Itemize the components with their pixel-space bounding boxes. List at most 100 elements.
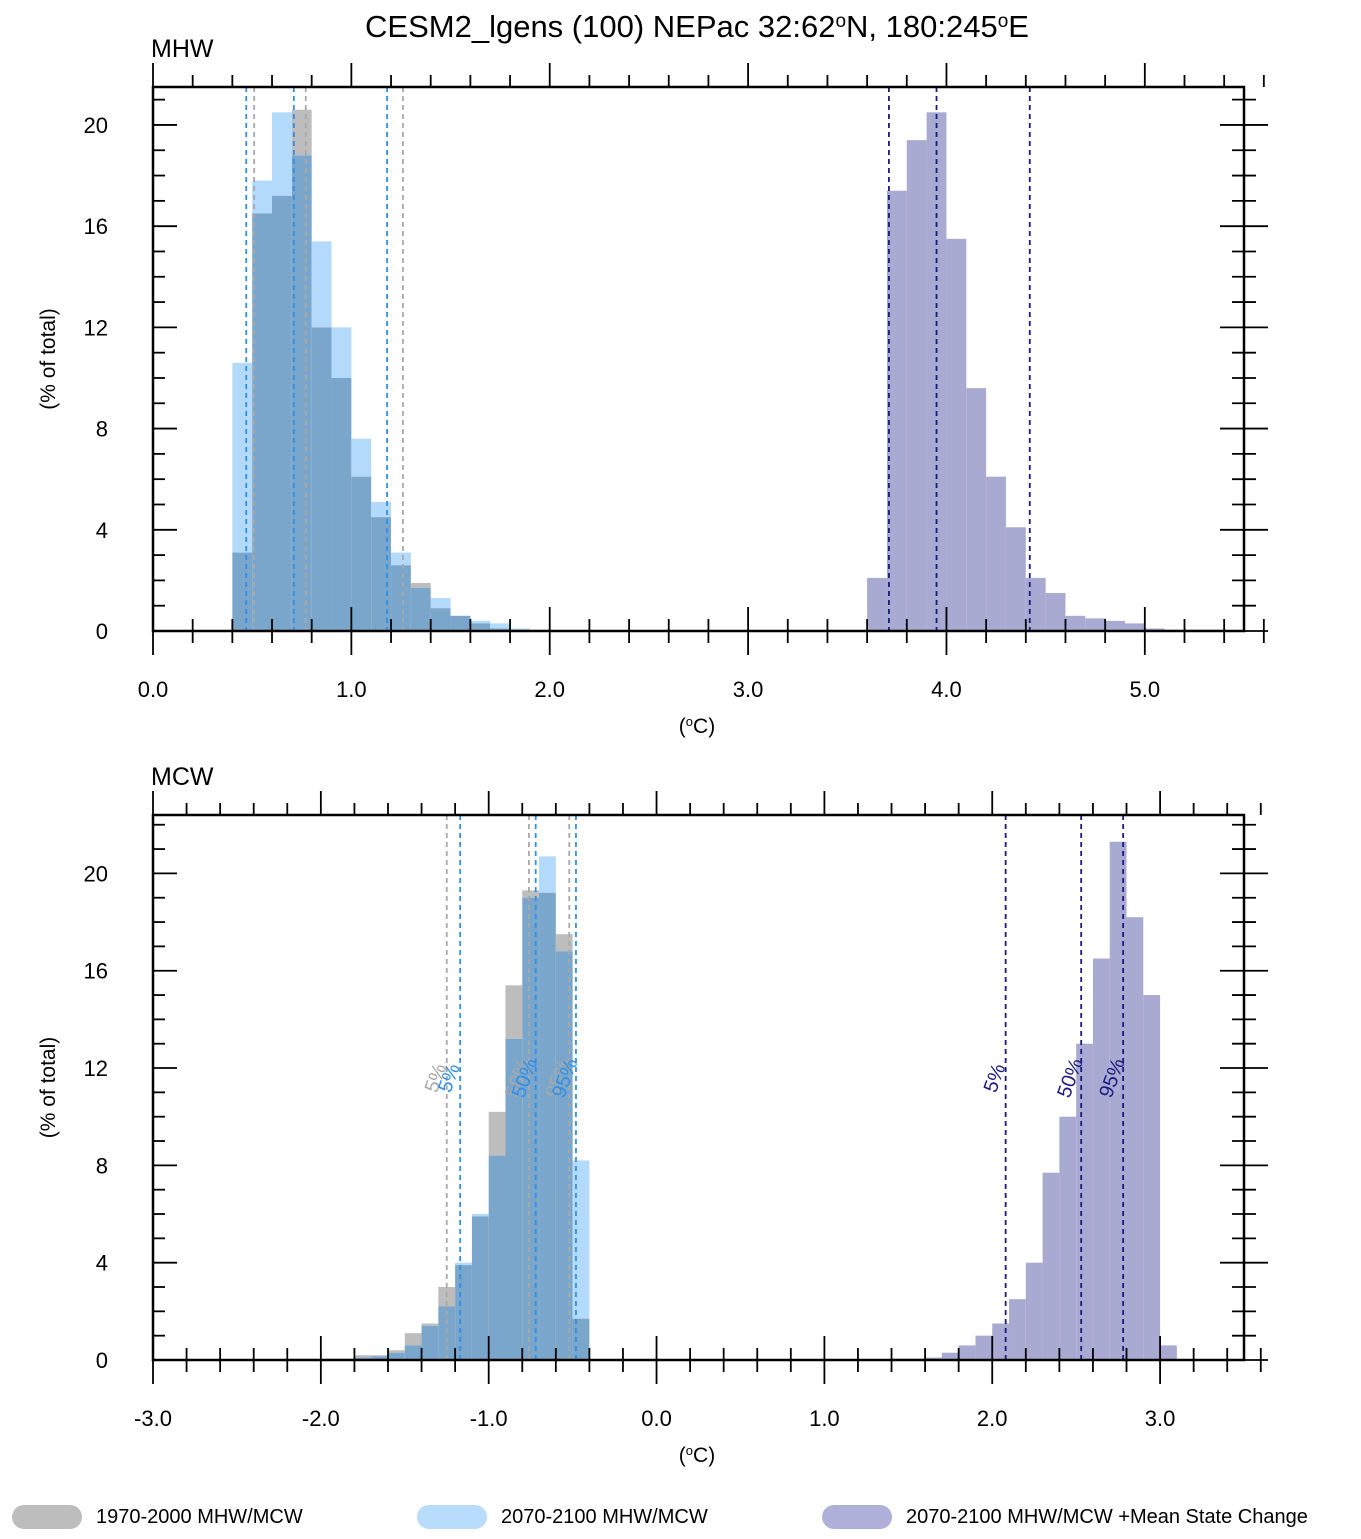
bar-mean [1160, 1345, 1177, 1360]
bar-overlap [539, 892, 556, 1360]
legend-item-mean: 2070-2100 MHW/MCW +Mean State Change [822, 1503, 1308, 1531]
bar-fut [455, 1262, 472, 1266]
y-tick-label: 0 [96, 1348, 108, 1373]
y-tick-label: 12 [84, 315, 108, 340]
bar-overlap [387, 1352, 405, 1360]
bar-mean [886, 190, 907, 631]
bar-hist [522, 890, 540, 898]
bar-mean [1042, 1172, 1060, 1360]
bar-overlap [421, 1325, 439, 1360]
bar-fut [572, 1160, 590, 1319]
y-axis-label: (% of total) [37, 308, 60, 410]
bar-fut [371, 501, 392, 518]
x-axis-label: (oC) [679, 1443, 715, 1468]
bar-overlap [450, 615, 471, 631]
title-text: CESM2_lgens (100) NEPac 32:62 [365, 9, 835, 44]
bar-mean [1025, 577, 1046, 631]
x-axis-label: (oC) [679, 714, 715, 739]
legend: 1970-2000 MHW/MCW 2070-2100 MHW/MCW 2070… [0, 1503, 1361, 1533]
bar-hist [555, 934, 573, 952]
y-tick-label: 0 [96, 619, 108, 644]
x-tick-label: 2.0 [534, 677, 565, 702]
y-tick-label: 8 [96, 1153, 108, 1178]
bar-hist [410, 582, 431, 588]
x-tick-label: 2.0 [977, 1406, 1008, 1431]
bar-overlap [252, 213, 273, 631]
bar-fut [470, 620, 491, 624]
bar-fut [510, 628, 530, 630]
x-axis-label-degree: o [686, 1443, 693, 1458]
bar-mean [986, 476, 1006, 631]
bar-mean [941, 1352, 959, 1360]
plot-frame [151, 813, 1246, 1362]
y-tick-label: 20 [84, 861, 108, 886]
x-tick-label: 1.0 [336, 677, 367, 702]
percentile-annotation: 5% [980, 1061, 1011, 1096]
bar-fut [331, 327, 352, 378]
bar-hist [505, 985, 523, 1039]
bar-mean [1144, 628, 1165, 631]
histogram-figure: CESM2_lgens (100) NEPac 32:62oN, 180:245… [37, 9, 1268, 1467]
bar-mean [1009, 1299, 1026, 1360]
legend-item-hist: 1970-2000 MHW/MCW [12, 1503, 303, 1531]
x-axis-label-degree: o [686, 714, 693, 729]
bar-mean [966, 388, 987, 631]
bar-overlap [430, 608, 451, 631]
bar-mean [1025, 1262, 1043, 1360]
title-text: E [1008, 9, 1029, 44]
bar-fut [391, 552, 411, 566]
title-degree: o [835, 11, 846, 32]
bar-overlap [470, 623, 491, 631]
x-tick-label: 4.0 [931, 677, 962, 702]
x-axis-label-text: C) [693, 715, 715, 738]
x-tick-label: -3.0 [134, 1406, 172, 1431]
x-tick-label: 3.0 [733, 677, 764, 702]
bar-overlap [291, 155, 312, 631]
bar-mean [906, 140, 927, 631]
bar-mean [946, 238, 967, 631]
y-tick-label: 8 [96, 417, 108, 442]
bar-mean [1124, 623, 1145, 631]
bar-fut [232, 362, 253, 553]
bar-hist [387, 1350, 405, 1353]
bar-hist [488, 1111, 506, 1156]
bar-fut [539, 856, 556, 893]
bar-overlap [404, 1345, 422, 1360]
bar-mean [1059, 1116, 1077, 1360]
bar-overlap [505, 1038, 523, 1360]
y-tick-label: 16 [84, 214, 108, 239]
bar-hist [371, 1355, 388, 1357]
bar-mean [1143, 995, 1161, 1360]
bar-overlap [555, 951, 573, 1360]
legend-swatch-hist [12, 1505, 82, 1529]
bar-mean [1109, 841, 1127, 1360]
x-axis-label-text: ( [679, 715, 686, 738]
bar-hist [404, 1333, 422, 1346]
bar-hist [354, 1355, 372, 1358]
bar-mean [1126, 917, 1144, 1360]
legend-label-hist: 1970-2000 MHW/MCW [96, 1505, 303, 1528]
title-degree: o [998, 11, 1009, 32]
panel-mhw: 0 4 8 12 16 20 0.0 1.0 2.0 3.0 4.0 5.0 MHW (% of tota… [37, 35, 1268, 738]
y-tick-label: 4 [96, 518, 108, 543]
legend-swatch-mean [822, 1505, 892, 1529]
bar-fut [272, 112, 292, 196]
bar-overlap [391, 565, 411, 631]
bar-mean [1105, 620, 1125, 631]
bar-fut [471, 1214, 489, 1217]
bar-mean [926, 112, 947, 632]
bar-overlap [438, 1306, 456, 1360]
x-tick-label: 1.0 [809, 1406, 840, 1431]
bar-mean [1085, 618, 1106, 631]
legend-item-fut: 2070-2100 MHW/MCW [417, 1503, 708, 1531]
bar-fut [252, 180, 273, 214]
legend-label-fut: 2070-2100 MHW/MCW [501, 1505, 708, 1528]
x-axis-label-text: C) [693, 1444, 715, 1467]
panel-label: MCW [151, 763, 214, 791]
y-axis-label: (% of total) [37, 1037, 60, 1139]
y-tick-label: 12 [84, 1056, 108, 1081]
bar-mean [1076, 1043, 1093, 1360]
bar-overlap [455, 1265, 472, 1360]
bar-mean [867, 577, 887, 631]
